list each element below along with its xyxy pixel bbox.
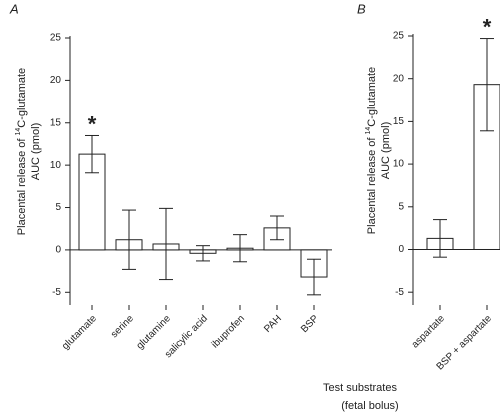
x-tick-label: aspartate (410, 313, 448, 351)
x-tick-label: serine (109, 313, 136, 340)
y-tick-label: 5 (55, 202, 61, 213)
y-tick-label: 25 (393, 31, 405, 42)
y-tick-label: 25 (50, 33, 62, 44)
y-tick-label: 10 (393, 159, 405, 170)
x-axis-title: Test substrates (323, 382, 397, 394)
significance-marker: * (483, 14, 492, 39)
y-tick-label: -5 (395, 287, 404, 298)
x-tick-label: glutamine (135, 313, 174, 352)
y-axis-title-part: C-glutamate (366, 67, 378, 127)
y-tick-label: 20 (50, 75, 62, 86)
x-tick-label: PAH (262, 313, 284, 335)
y-axis-title: Placental release of 14C-glutamateAUC (p… (15, 68, 42, 235)
y-axis-title-part: AUC (pmol) (380, 122, 392, 179)
y-axis-title-part: C-glutamate (16, 68, 28, 128)
panel-label: B (357, 1, 366, 16)
y-tick-label: 0 (55, 245, 61, 256)
panel-label: A (9, 1, 19, 16)
y-tick-label: -5 (52, 287, 61, 298)
x-tick-label: glutamate (60, 313, 99, 352)
y-axis-title-part: 14 (365, 127, 372, 135)
y-tick-label: 5 (398, 201, 404, 212)
y-axis-title: Placental release of 14C-glutamateAUC (p… (365, 67, 392, 234)
y-axis-title-part: 14 (15, 128, 22, 136)
y-tick-label: 15 (50, 117, 62, 128)
y-tick-label: 20 (393, 73, 405, 84)
y-tick-label: 15 (393, 116, 405, 127)
y-axis-title-part: AUC (pmol) (30, 123, 42, 180)
x-tick-label: ibuprofen (210, 313, 247, 350)
y-tick-label: 10 (50, 160, 62, 171)
x-tick-label: BSP (299, 313, 321, 335)
significance-marker: * (88, 111, 97, 136)
y-axis-title-part: Placental release of (16, 136, 28, 236)
y-tick-label: 0 (398, 244, 404, 255)
y-axis-title-part: Placental release of (366, 135, 378, 235)
x-axis-title: (fetal bolus) (341, 400, 398, 412)
